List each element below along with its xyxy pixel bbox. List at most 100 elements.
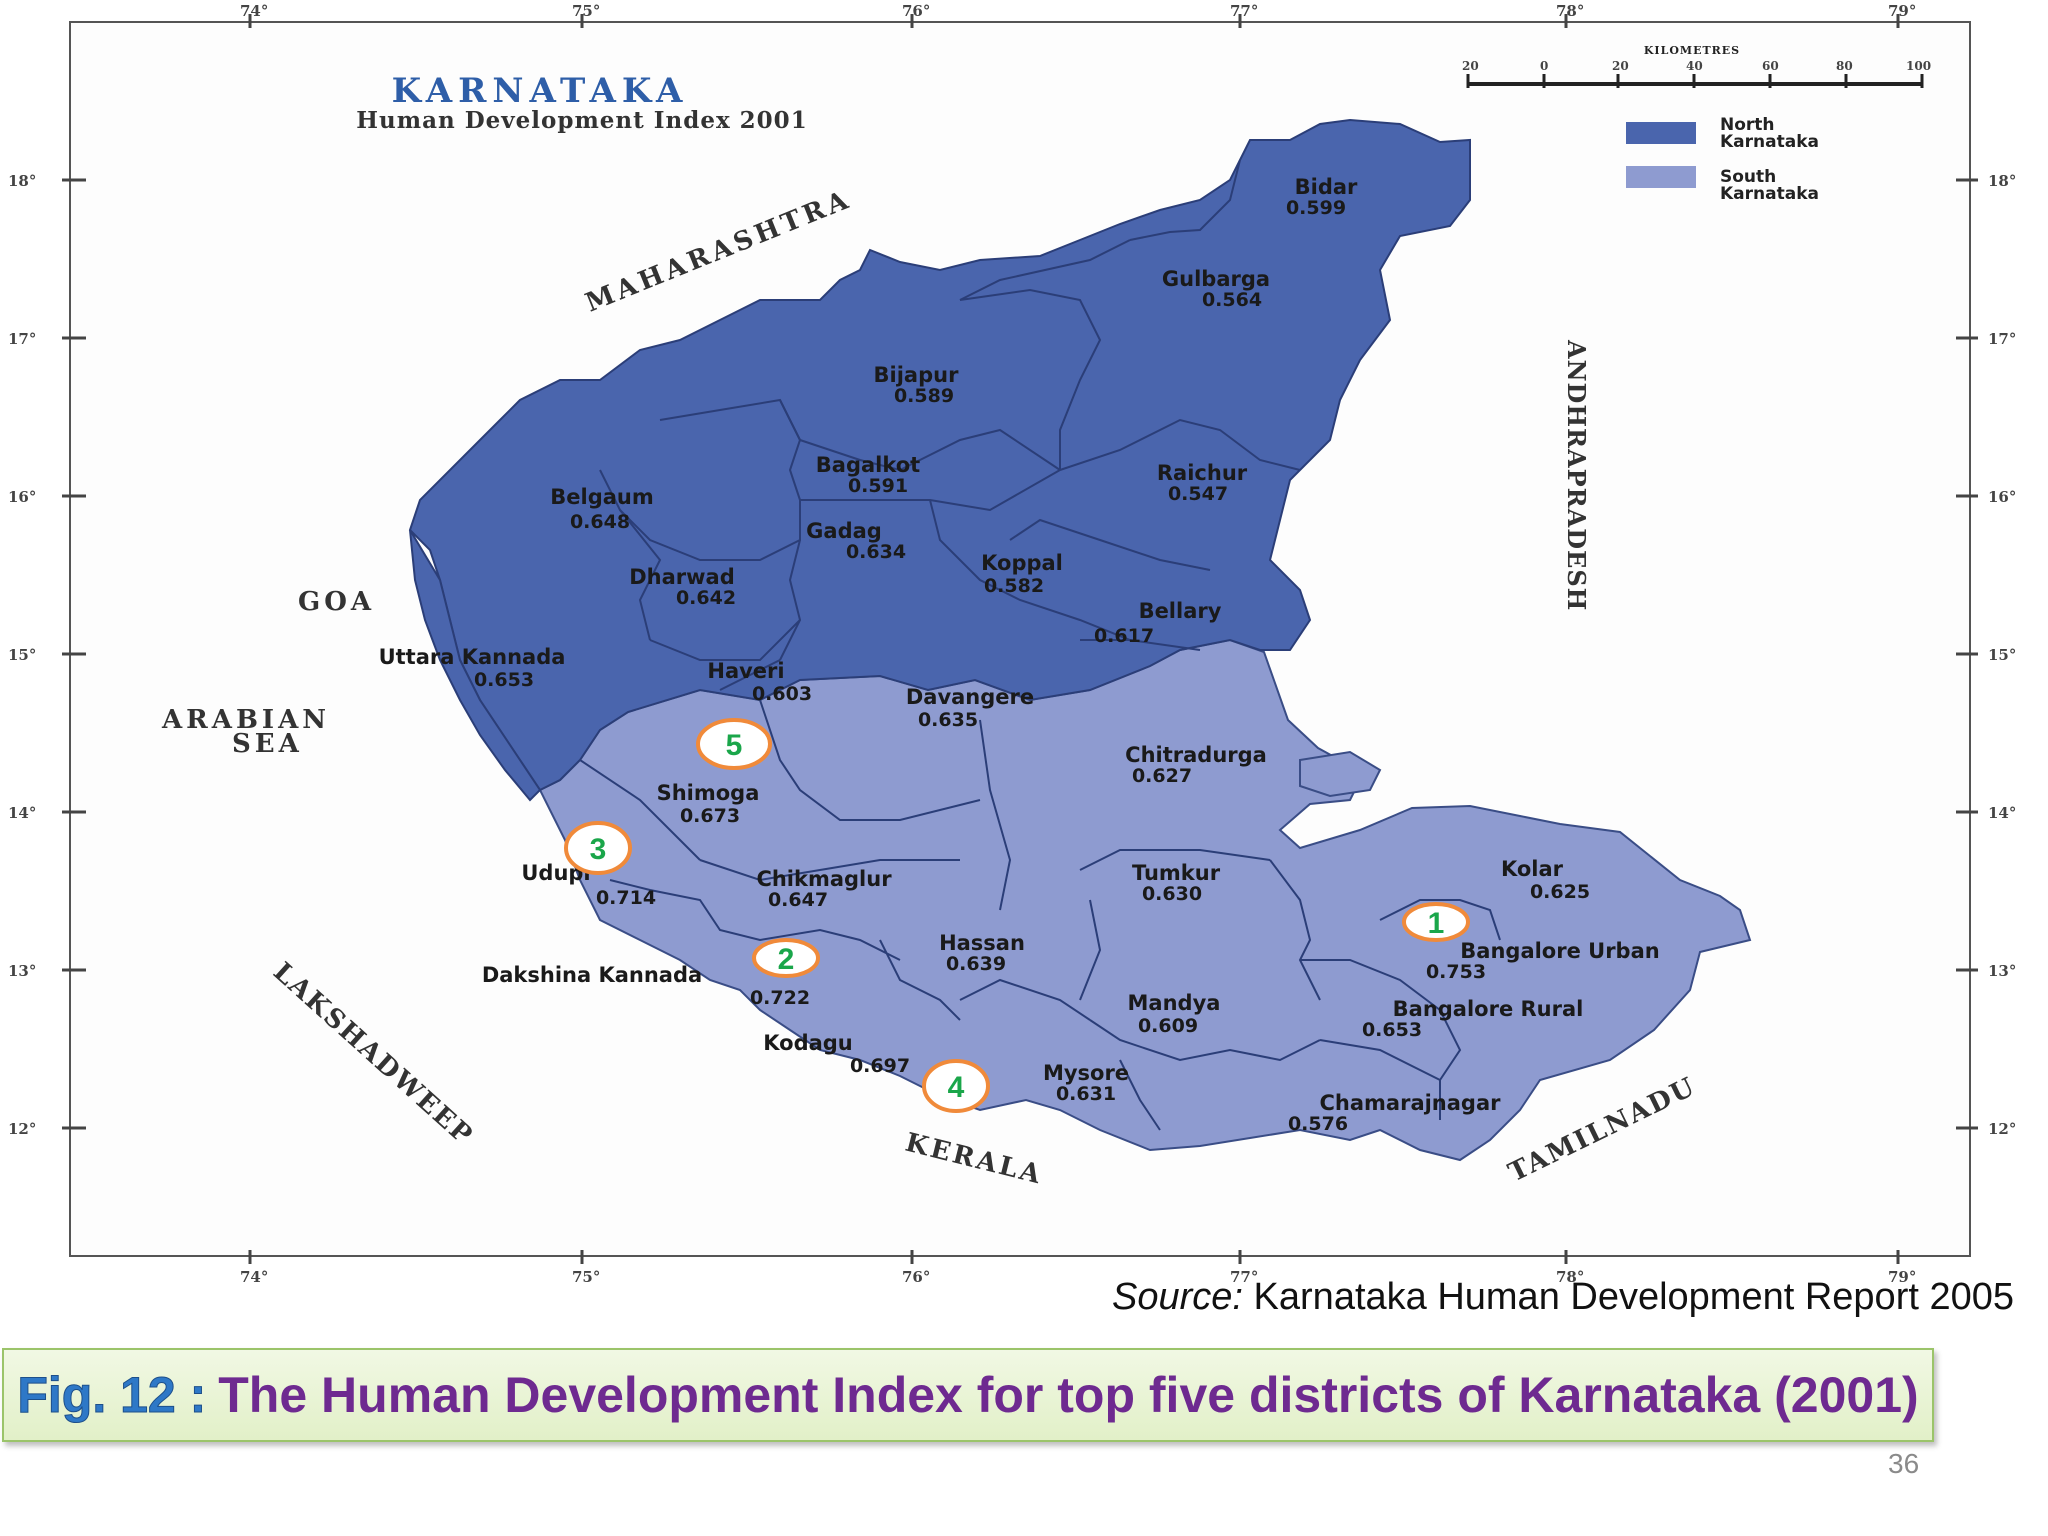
district-hdi-bangalore-urban: 0.753 (1426, 961, 1486, 983)
legend-south-line2: Karnataka (1720, 184, 1819, 204)
latitude-ticks (62, 178, 1978, 1130)
district-name-hassan: Hassan (939, 931, 1025, 955)
district-hdi-udupi: 0.714 (596, 887, 656, 909)
legend-swatch-south (1626, 166, 1696, 188)
figure-caption: Fig. 12 : The Human Development Index fo… (2, 1348, 1934, 1442)
district-hdi-haveri: 0.603 (752, 683, 812, 705)
lat-label-12-right: 12° (1988, 1120, 2016, 1138)
legend-swatch-north (1626, 122, 1696, 144)
district-name-uttara-kannada: Uttara Kannada (379, 645, 566, 669)
district-hdi-kodagu: 0.697 (850, 1055, 910, 1077)
label-arabian-sea-2: SEA (232, 729, 303, 759)
district-name-gadag: Gadag (806, 519, 882, 543)
district-name-chitradurga: Chitradurga (1125, 743, 1267, 767)
district-name-belgaum: Belgaum (550, 485, 653, 509)
district-hdi-bidar: 0.599 (1286, 197, 1346, 219)
lon-label-78-top: 78° (1556, 2, 1584, 20)
legend-south-line1: South (1720, 167, 1776, 187)
district-name-chamarajnagar: Chamarajnagar (1320, 1091, 1502, 1115)
district-hdi-raichur: 0.547 (1168, 483, 1228, 505)
map-subtitle: Human Development Index 2001 (356, 107, 807, 134)
scale-label-0: 0 (1540, 59, 1548, 73)
lon-label-74-top: 74° (240, 2, 268, 20)
district-name-dharwad: Dharwad (629, 565, 735, 589)
lon-label-77-bottom: 77° (1230, 1268, 1258, 1286)
scale-label-100: 100 (1906, 59, 1931, 73)
latitude-labels-right: 18° 17° 16° 15° 14° 13° 12° (1988, 172, 2016, 1138)
figure-number: Fig. 12 : (17, 1367, 207, 1424)
district-hdi-mysore: 0.631 (1056, 1083, 1116, 1105)
district-name-chikmaglur: Chikmaglur (756, 867, 892, 891)
rank-marker-4-number: 4 (948, 1071, 965, 1104)
lat-label-13-right: 13° (1988, 962, 2016, 980)
district-hdi-dharwad: 0.642 (676, 587, 736, 609)
district-hdi-uttara-kannada: 0.653 (474, 669, 534, 691)
district-name-koppal: Koppal (981, 551, 1063, 575)
label-goa: GOA (298, 587, 375, 617)
district-name-bijapur: Bijapur (874, 363, 960, 387)
district-labels: Bidar 0.599 Gulbarga 0.564 Bijapur 0.589… (379, 175, 1660, 1135)
district-hdi-bijapur: 0.589 (894, 385, 954, 407)
lon-label-79-bottom: 79° (1888, 1268, 1916, 1286)
lon-label-79-top: 79° (1888, 2, 1916, 20)
district-name-bagalkot: Bagalkot (816, 453, 920, 477)
district-hdi-chitradurga: 0.627 (1132, 765, 1192, 787)
rank-marker-5-number: 5 (726, 729, 743, 762)
district-hdi-koppal: 0.582 (984, 575, 1044, 597)
lon-label-75-top: 75° (572, 2, 600, 20)
district-name-mandya: Mandya (1128, 991, 1221, 1015)
district-hdi-tumkur: 0.630 (1142, 883, 1202, 905)
rank-marker-4: 4 (922, 1059, 990, 1113)
longitude-labels-top: 74° 75° 76° 77° 78° 79° (240, 2, 1916, 20)
scale-label-80: 80 (1836, 59, 1853, 73)
lat-label-17-left: 17° (8, 330, 36, 348)
lon-label-78-bottom: 78° (1556, 1268, 1584, 1286)
district-name-kodagu: Kodagu (763, 1031, 853, 1055)
scale-label-20: 20 (1612, 59, 1629, 73)
legend-north-line1: North (1720, 115, 1775, 135)
coastal-strip-patch (409, 529, 542, 802)
label-andhra-pradesh: ANDHRAPRADESH (1562, 339, 1591, 611)
district-name-bellary: Bellary (1139, 599, 1222, 623)
district-hdi-bangalore-rural: 0.653 (1362, 1019, 1422, 1041)
lat-label-18-left: 18° (8, 172, 36, 190)
rank-marker-2-number: 2 (778, 943, 795, 976)
map-title: KARNATAKA (392, 71, 689, 111)
district-name-bidar: Bidar (1295, 175, 1358, 199)
figure-caption-text: The Human Development Index for top five… (218, 1367, 1919, 1423)
district-hdi-mandya: 0.609 (1138, 1015, 1198, 1037)
district-name-shimoga: Shimoga (657, 781, 760, 805)
district-name-bangalore-urban: Bangalore Urban (1460, 939, 1659, 963)
district-hdi-hassan: 0.639 (946, 953, 1006, 975)
district-hdi-bellary: 0.617 (1094, 625, 1154, 647)
district-name-gulbarga: Gulbarga (1162, 267, 1270, 291)
district-boundaries (579, 159, 1501, 1131)
rank-markers: 1 2 3 4 5 (564, 718, 1470, 1113)
label-arabian-sea-1: ARABIAN (161, 705, 330, 735)
latitude-labels-left: 18° 17° 16° 15° 14° 13° 12° (8, 172, 36, 1138)
district-name-bangalore-rural: Bangalore Rural (1393, 997, 1584, 1021)
lat-label-14-right: 14° (1988, 804, 2016, 822)
lon-label-76-top: 76° (902, 2, 930, 20)
lat-label-12-left: 12° (8, 1120, 36, 1138)
district-hdi-kolar: 0.625 (1530, 881, 1590, 903)
district-hdi-chamarajnagar: 0.576 (1288, 1113, 1348, 1135)
district-hdi-dakshina-kannada: 0.722 (750, 987, 810, 1009)
scale-label-20w: 20 (1462, 59, 1479, 73)
scale-bar-title: KILOMETRES (1644, 44, 1740, 57)
district-name-haveri: Haveri (707, 659, 784, 683)
karnataka-hdi-map: 74° 75° 76° 77° 78° 79° 74° 75° 76° 77° … (8, 2, 2016, 1286)
island-patch (1299, 750, 1382, 798)
lat-label-17-right: 17° (1988, 330, 2016, 348)
lat-label-13-left: 13° (8, 962, 36, 980)
rank-marker-3-number: 3 (590, 833, 607, 866)
district-name-davangere: Davangere (906, 685, 1034, 709)
source-line: Source: Karnataka Human Development Repo… (1112, 1276, 2014, 1319)
district-hdi-bagalkot: 0.591 (848, 475, 908, 497)
scale-label-40: 40 (1686, 59, 1703, 73)
district-hdi-gulbarga: 0.564 (1202, 289, 1262, 311)
lon-label-77-top: 77° (1230, 2, 1258, 20)
district-name-raichur: Raichur (1157, 461, 1248, 485)
district-name-kolar: Kolar (1501, 857, 1564, 881)
lat-label-14-left: 14° (8, 804, 36, 822)
